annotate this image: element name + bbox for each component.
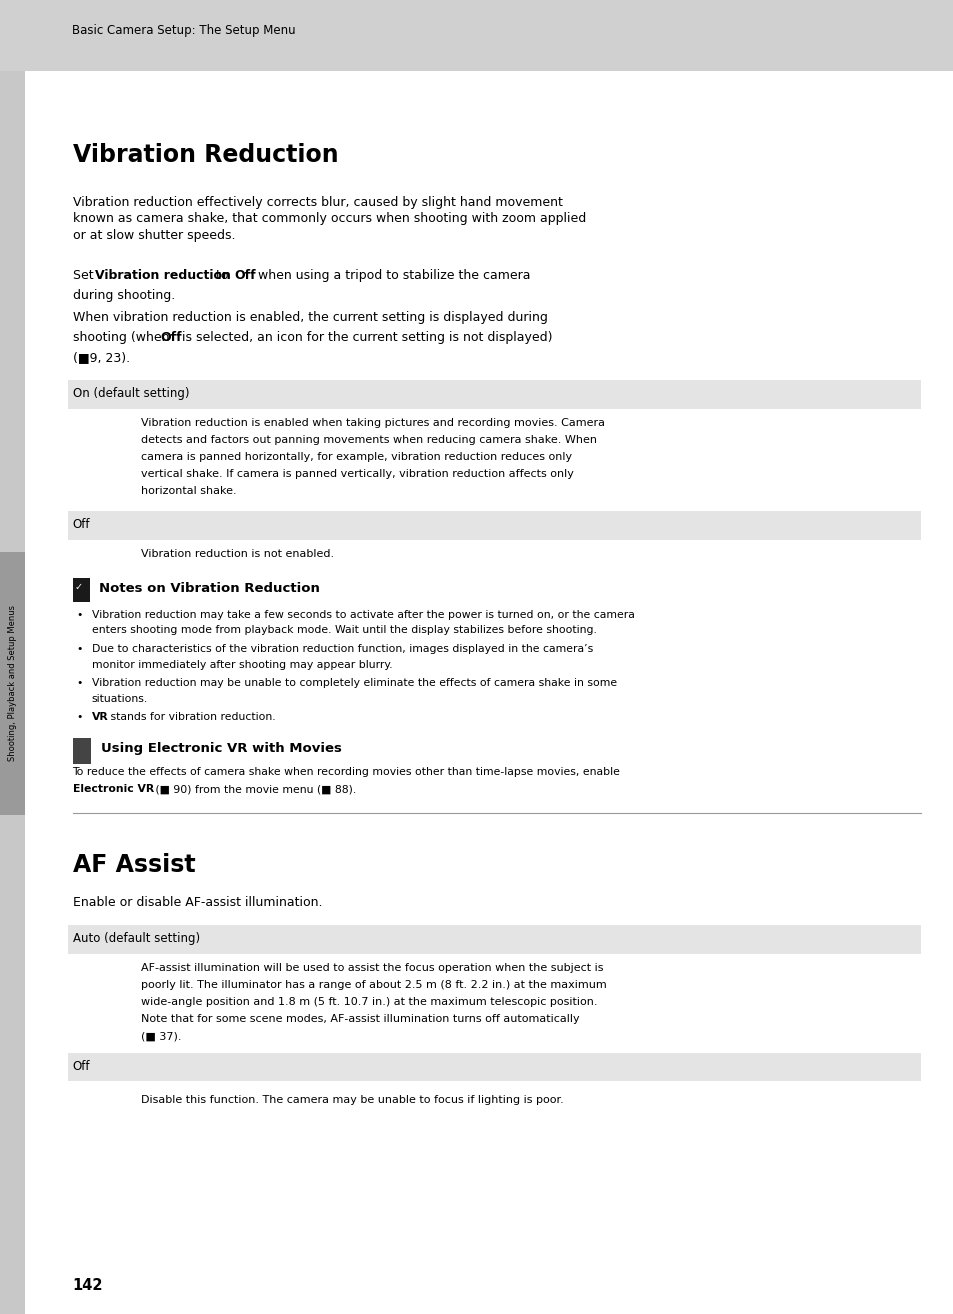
Text: horizontal shake.: horizontal shake. [141, 486, 236, 497]
Text: during shooting.: during shooting. [72, 289, 174, 302]
Text: Off: Off [234, 269, 256, 283]
Text: Due to characteristics of the vibration reduction function, images displayed in : Due to characteristics of the vibration … [91, 644, 592, 654]
Text: stands for vibration reduction.: stands for vibration reduction. [107, 712, 275, 723]
Bar [0, 552, 25, 815]
Bar [68, 925, 920, 954]
Text: Off: Off [72, 1060, 90, 1072]
Bar [68, 380, 920, 409]
Text: When vibration reduction is enabled, the current setting is displayed during: When vibration reduction is enabled, the… [72, 311, 547, 325]
Text: Vibration Reduction: Vibration Reduction [72, 143, 337, 167]
Text: •: • [76, 610, 83, 620]
Bar [68, 511, 920, 540]
Text: situations.: situations. [91, 694, 148, 704]
Bar [68, 1053, 920, 1081]
Text: Disable this function. The camera may be unable to focus if lighting is poor.: Disable this function. The camera may be… [141, 1095, 563, 1105]
Bar [0, 0, 953, 71]
Text: VR: VR [91, 712, 109, 723]
Text: Electronic VR: Electronic VR [72, 784, 153, 795]
Text: Using Electronic VR with Movies: Using Electronic VR with Movies [101, 742, 341, 756]
Bar [72, 738, 91, 765]
Text: shooting (when: shooting (when [72, 331, 172, 344]
Text: On (default setting): On (default setting) [72, 388, 189, 399]
Text: is selected, an icon for the current setting is not displayed): is selected, an icon for the current set… [178, 331, 553, 344]
Text: •: • [76, 644, 83, 654]
Text: Shooting, Playback and Setup Menus: Shooting, Playback and Setup Menus [8, 606, 17, 761]
Text: Vibration reduction may take a few seconds to activate after the power is turned: Vibration reduction may take a few secon… [91, 610, 634, 620]
Text: 142: 142 [72, 1279, 103, 1293]
Text: Off: Off [160, 331, 182, 344]
Text: vertical shake. If camera is panned vertically, vibration reduction affects only: vertical shake. If camera is panned vert… [141, 469, 574, 480]
Bar [72, 578, 90, 602]
Text: Vibration reduction effectively corrects blur, caused by slight hand movement
kn: Vibration reduction effectively corrects… [72, 196, 585, 242]
Text: To reduce the effects of camera shake when recording movies other than time-laps: To reduce the effects of camera shake wh… [72, 767, 619, 778]
Text: Note that for some scene modes, AF-assist illumination turns off automatically: Note that for some scene modes, AF-assis… [141, 1014, 579, 1025]
Text: to: to [212, 269, 232, 283]
Text: •: • [76, 712, 83, 723]
Text: (■ 37).: (■ 37). [141, 1031, 181, 1042]
Text: Vibration reduction: Vibration reduction [95, 269, 231, 283]
Text: Vibration reduction is not enabled.: Vibration reduction is not enabled. [141, 549, 334, 560]
Text: when using a tripod to stabilize the camera: when using a tripod to stabilize the cam… [253, 269, 530, 283]
Text: detects and factors out panning movements when reducing camera shake. When: detects and factors out panning movement… [141, 435, 597, 445]
Text: enters shooting mode from playback mode. Wait until the display stabilizes befor: enters shooting mode from playback mode.… [91, 625, 596, 636]
Text: (■9, 23).: (■9, 23). [72, 351, 130, 364]
Bar [0, 71, 25, 1314]
Text: Enable or disable AF-assist illumination.: Enable or disable AF-assist illumination… [72, 896, 322, 909]
Text: Vibration reduction is enabled when taking pictures and recording movies. Camera: Vibration reduction is enabled when taki… [141, 418, 604, 428]
Text: monitor immediately after shooting may appear blurry.: monitor immediately after shooting may a… [91, 660, 392, 670]
Text: camera is panned horizontally, for example, vibration reduction reduces only: camera is panned horizontally, for examp… [141, 452, 572, 463]
Text: Basic Camera Setup: The Setup Menu: Basic Camera Setup: The Setup Menu [71, 24, 294, 37]
Text: (■ 90) from the movie menu (■ 88).: (■ 90) from the movie menu (■ 88). [152, 784, 355, 795]
Text: Auto (default setting): Auto (default setting) [72, 933, 199, 945]
Text: ✓: ✓ [74, 582, 82, 591]
Text: Vibration reduction may be unable to completely eliminate the effects of camera : Vibration reduction may be unable to com… [91, 678, 616, 689]
Text: •: • [76, 678, 83, 689]
Text: poorly lit. The illuminator has a range of about 2.5 m (8 ft. 2.2 in.) at the ma: poorly lit. The illuminator has a range … [141, 980, 606, 991]
Text: AF Assist: AF Assist [72, 853, 195, 876]
Text: wide-angle position and 1.8 m (5 ft. 10.7 in.) at the maximum telescopic positio: wide-angle position and 1.8 m (5 ft. 10.… [141, 997, 598, 1008]
Text: Set: Set [72, 269, 97, 283]
Text: Notes on Vibration Reduction: Notes on Vibration Reduction [99, 582, 320, 595]
Text: AF-assist illumination will be used to assist the focus operation when the subje: AF-assist illumination will be used to a… [141, 963, 603, 974]
Text: Off: Off [72, 519, 90, 531]
